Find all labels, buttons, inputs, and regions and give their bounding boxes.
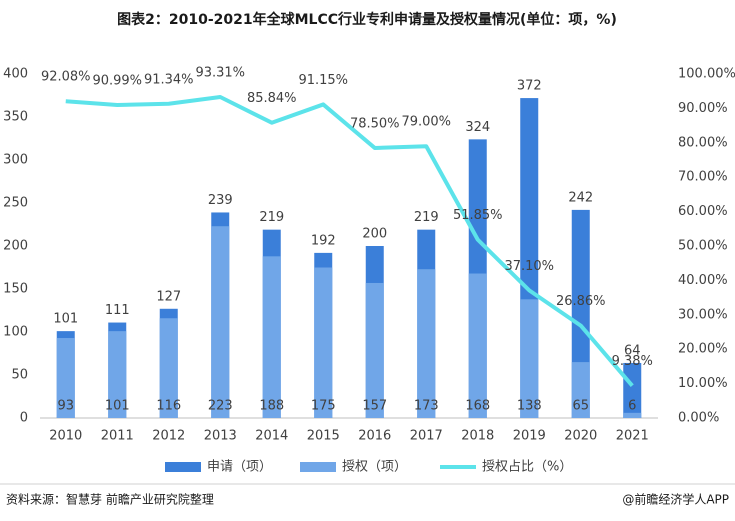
brand: @前瞻经济学人APP (622, 492, 729, 507)
data-label: 168 (465, 399, 490, 414)
y2-tick-label: 40.00% (678, 273, 728, 288)
data-label: 93 (57, 399, 74, 414)
data-label: 219 (259, 210, 284, 225)
bar (623, 362, 642, 418)
data-label: 64 (624, 343, 641, 358)
y2-tick-label: 70.00% (678, 170, 728, 185)
bar (417, 269, 436, 418)
source: 资料来源：智慧芽 前瞻产业研究院整理 (6, 492, 214, 507)
data-label: 91.34% (144, 72, 194, 87)
data-label: 91.15% (298, 73, 348, 88)
x-tick-label: 2010 (49, 429, 82, 444)
y-tick-label: 50 (11, 368, 28, 383)
y2-tick-label: 0.00% (678, 411, 719, 426)
x-tick-label: 2011 (101, 429, 134, 444)
x-tick-label: 2020 (564, 429, 597, 444)
data-label: 78.50% (350, 116, 400, 131)
x-tick-label: 2013 (204, 429, 237, 444)
data-label: 93.31% (195, 66, 245, 81)
x-tick-label: 2015 (307, 429, 340, 444)
bar (211, 226, 230, 418)
line (65, 95, 634, 388)
y2-tick-label: 100.00% (678, 67, 735, 82)
y2-tick-label: 60.00% (678, 204, 728, 219)
data-label: 90.99% (92, 73, 142, 88)
data-label: 188 (259, 399, 284, 414)
bar (56, 338, 75, 418)
y2-tick-label: 80.00% (678, 135, 728, 150)
bar (468, 273, 487, 418)
y2-tick-label: 20.00% (678, 342, 728, 357)
x-tick-label: 2018 (461, 429, 494, 444)
data-label: 242 (568, 190, 593, 205)
data-label: 51.85% (453, 208, 503, 223)
data-label: 223 (208, 399, 233, 414)
y2-tick-label: 50.00% (678, 239, 728, 254)
chart-title: 图表2：2010-2021年全球MLCC行业专利申请量及授权量情况(单位：项，%… (117, 11, 617, 28)
y-tick-label: 150 (3, 282, 28, 297)
legend-label: 授权占比（%） (482, 459, 572, 475)
x-tick-label: 2016 (358, 429, 391, 444)
x-tick-label: 2012 (152, 429, 185, 444)
data-label: 239 (208, 193, 233, 208)
y2-tick-label: 10.00% (678, 376, 728, 391)
data-label: 157 (362, 399, 387, 414)
x-tick-label: 2014 (255, 429, 288, 444)
data-label: 101 (53, 312, 78, 327)
data-label: 85.84% (247, 91, 297, 106)
legend-swatch (165, 462, 201, 472)
bar (262, 256, 281, 418)
y-tick-label: 0 (20, 411, 28, 426)
data-label: 116 (156, 399, 181, 414)
data-label: 173 (414, 399, 439, 414)
x-tick-label: 2019 (513, 429, 546, 444)
bar (159, 318, 178, 418)
y-tick-label: 100 (3, 325, 28, 340)
y-tick-label: 400 (3, 67, 28, 82)
data-label: 219 (414, 210, 439, 225)
data-label: 111 (105, 303, 130, 318)
y-tick-label: 300 (3, 153, 28, 168)
data-label: 324 (465, 120, 490, 135)
data-label: 138 (517, 399, 542, 414)
y-tick-label: 250 (3, 196, 28, 211)
x-tick-label: 2017 (410, 429, 443, 444)
y-tick-label: 350 (3, 110, 28, 125)
data-label: 37.10% (504, 259, 554, 274)
y-tick-label: 200 (3, 239, 28, 254)
data-label: 372 (517, 79, 542, 94)
legend-label: 申请（项） (207, 460, 272, 475)
bar (571, 362, 590, 418)
data-label: 79.00% (401, 115, 451, 130)
data-label: 175 (311, 399, 336, 414)
data-label: 65 (572, 399, 589, 414)
bar (623, 412, 642, 418)
data-label: 192 (311, 233, 336, 248)
y2-tick-label: 90.00% (678, 101, 728, 116)
bar (314, 267, 333, 418)
data-label: 6 (628, 399, 636, 414)
data-label: 200 (362, 227, 387, 242)
x-tick-label: 2021 (616, 429, 649, 444)
bar (108, 331, 127, 418)
data-label: 9.38% (612, 354, 653, 369)
y2-tick-label: 30.00% (678, 307, 728, 322)
data-label: 92.08% (41, 70, 91, 85)
data-label: 26.86% (556, 294, 606, 309)
legend-label: 授权（项） (342, 459, 407, 475)
bar (365, 282, 384, 418)
legend-swatch (300, 462, 336, 472)
data-label: 127 (156, 289, 181, 304)
bar (520, 299, 539, 418)
data-label: 101 (105, 399, 130, 414)
